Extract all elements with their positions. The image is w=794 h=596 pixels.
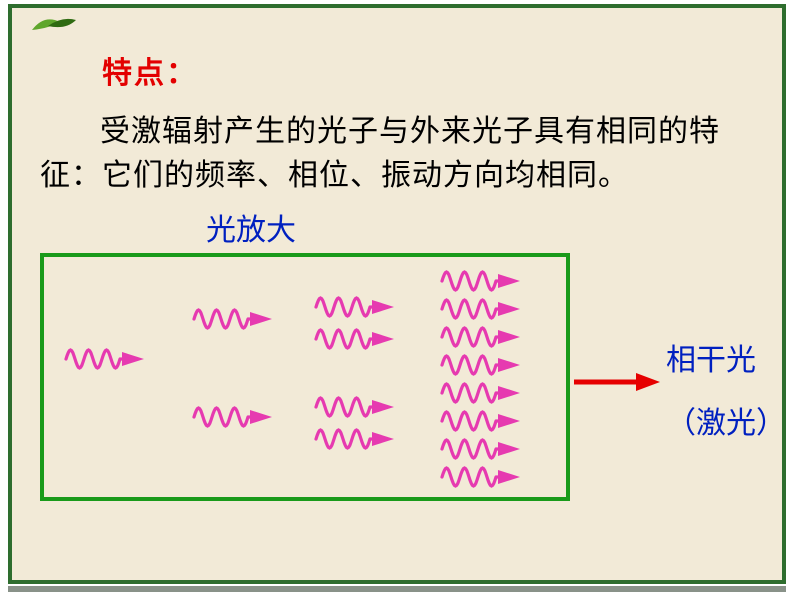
output-arrow-icon <box>574 371 660 393</box>
diagram-row: 相干光 （激光） <box>40 253 754 507</box>
body-text: 受激辐射产生的光子与外来光子具有相同的特征：它们的频率、相位、振动方向均相同。 <box>40 110 754 197</box>
slide-frame: 特点： 受激辐射产生的光子与外来光子具有相同的特征：它们的频率、相位、振动方向均… <box>8 4 786 584</box>
output-label-1: 相干光 <box>666 329 794 392</box>
wave-diagram <box>44 257 566 497</box>
shadow-bar <box>8 586 786 592</box>
output-label-2: （激光） <box>666 392 794 455</box>
content-panel: 特点： 受激辐射产生的光子与外来光子具有相同的特征：它们的频率、相位、振动方向均… <box>12 48 782 580</box>
output-labels: 相干光 （激光） <box>666 329 794 455</box>
amplification-label: 光放大 <box>206 205 754 249</box>
wave-box <box>40 253 570 501</box>
leaf-icon <box>30 16 78 34</box>
heading: 特点： <box>102 48 754 92</box>
